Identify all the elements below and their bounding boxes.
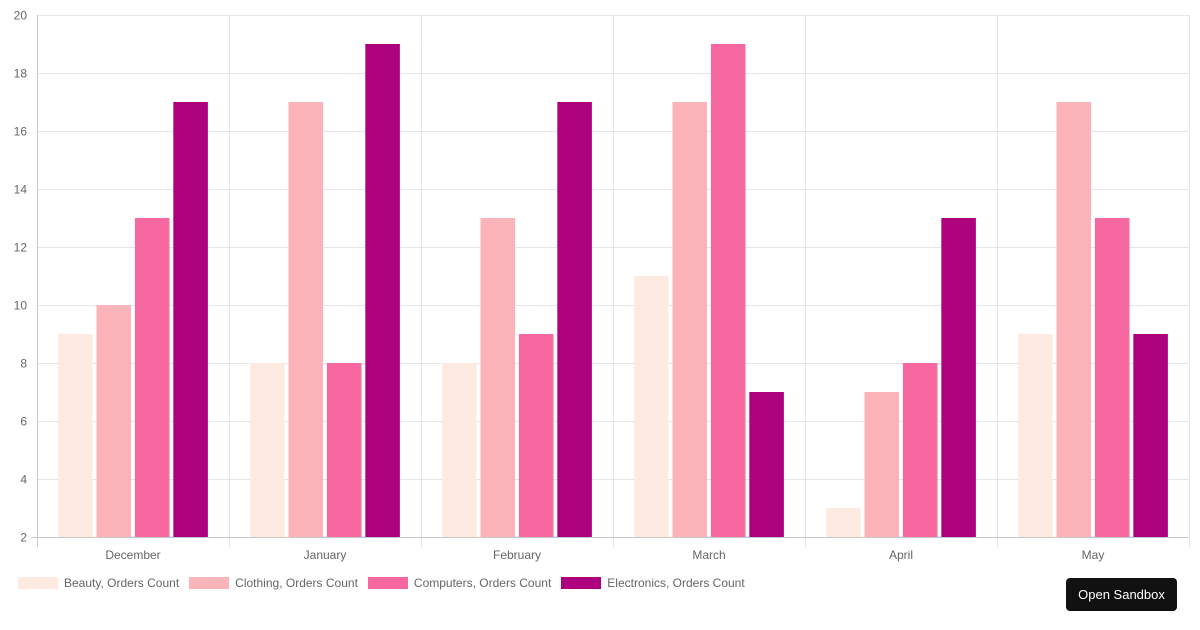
legend-label: Electronics, Orders Count bbox=[607, 576, 745, 590]
bar[interactable] bbox=[1133, 334, 1168, 537]
y-tick-label: 12 bbox=[14, 241, 28, 255]
bar[interactable] bbox=[250, 363, 285, 537]
bar[interactable] bbox=[288, 102, 324, 537]
y-tick-label: 16 bbox=[14, 125, 28, 139]
bar[interactable] bbox=[864, 392, 900, 537]
bar[interactable] bbox=[480, 218, 516, 537]
y-tick-label: 4 bbox=[20, 473, 27, 487]
legend-item[interactable]: Electronics, Orders Count bbox=[561, 576, 745, 590]
legend: Beauty, Orders Count Clothing, Orders Cou… bbox=[18, 576, 755, 590]
x-tick-label: December bbox=[105, 548, 160, 562]
y-tick-label: 20 bbox=[14, 9, 28, 23]
bar[interactable] bbox=[1056, 102, 1092, 537]
legend-swatch bbox=[367, 577, 408, 589]
bar[interactable] bbox=[365, 44, 400, 537]
bars bbox=[58, 44, 1168, 537]
x-tick-label: March bbox=[692, 548, 725, 562]
grid-lines bbox=[37, 15, 1190, 547]
legend-item[interactable]: Computers, Orders Count bbox=[367, 576, 552, 590]
x-tick-label: May bbox=[1082, 548, 1105, 562]
legend-label: Computers, Orders Count bbox=[413, 576, 552, 590]
bar[interactable] bbox=[1094, 218, 1130, 537]
bar[interactable] bbox=[710, 44, 746, 537]
legend-label: Clothing, Orders Count bbox=[235, 576, 358, 590]
bar[interactable] bbox=[442, 363, 477, 537]
x-tick-label: April bbox=[889, 548, 913, 562]
bar[interactable] bbox=[173, 102, 208, 537]
legend-label: Beauty, Orders Count bbox=[64, 576, 180, 590]
bar[interactable] bbox=[518, 334, 554, 537]
x-tick-labels: December January February March April May bbox=[105, 548, 1104, 562]
bar[interactable] bbox=[634, 276, 669, 537]
y-tick-label: 8 bbox=[20, 357, 27, 371]
bar[interactable] bbox=[1018, 334, 1053, 537]
bar[interactable] bbox=[557, 102, 592, 537]
bar[interactable] bbox=[326, 363, 362, 537]
x-tick-label: January bbox=[304, 548, 347, 562]
open-sandbox-button[interactable]: Open Sandbox bbox=[1066, 578, 1177, 611]
legend-item[interactable]: Beauty, Orders Count bbox=[18, 576, 179, 590]
bar[interactable] bbox=[826, 508, 861, 537]
bar-chart: 2 4 6 8 10 12 14 16 18 20 December January February… bbox=[14, 9, 1190, 562]
bar[interactable] bbox=[96, 305, 132, 537]
y-tick-label: 6 bbox=[20, 415, 27, 429]
bar[interactable] bbox=[672, 102, 708, 537]
bar[interactable] bbox=[58, 334, 93, 537]
axes bbox=[31, 15, 1189, 547]
y-tick-label: 2 bbox=[20, 531, 27, 545]
y-tick-label: 14 bbox=[14, 183, 28, 197]
bar[interactable] bbox=[749, 392, 784, 537]
y-tick-labels: 2 4 6 8 10 12 14 16 18 20 bbox=[14, 9, 28, 545]
x-tick-label: February bbox=[493, 548, 541, 562]
legend-swatch bbox=[18, 577, 58, 589]
legend-item[interactable]: Clothing, Orders Count bbox=[189, 576, 358, 590]
bar[interactable] bbox=[902, 363, 938, 537]
legend-swatch bbox=[189, 577, 230, 589]
legend-swatch bbox=[561, 577, 602, 589]
bar[interactable] bbox=[134, 218, 170, 537]
y-tick-label: 18 bbox=[14, 67, 28, 81]
bar[interactable] bbox=[941, 218, 976, 537]
y-tick-label: 10 bbox=[14, 299, 28, 313]
